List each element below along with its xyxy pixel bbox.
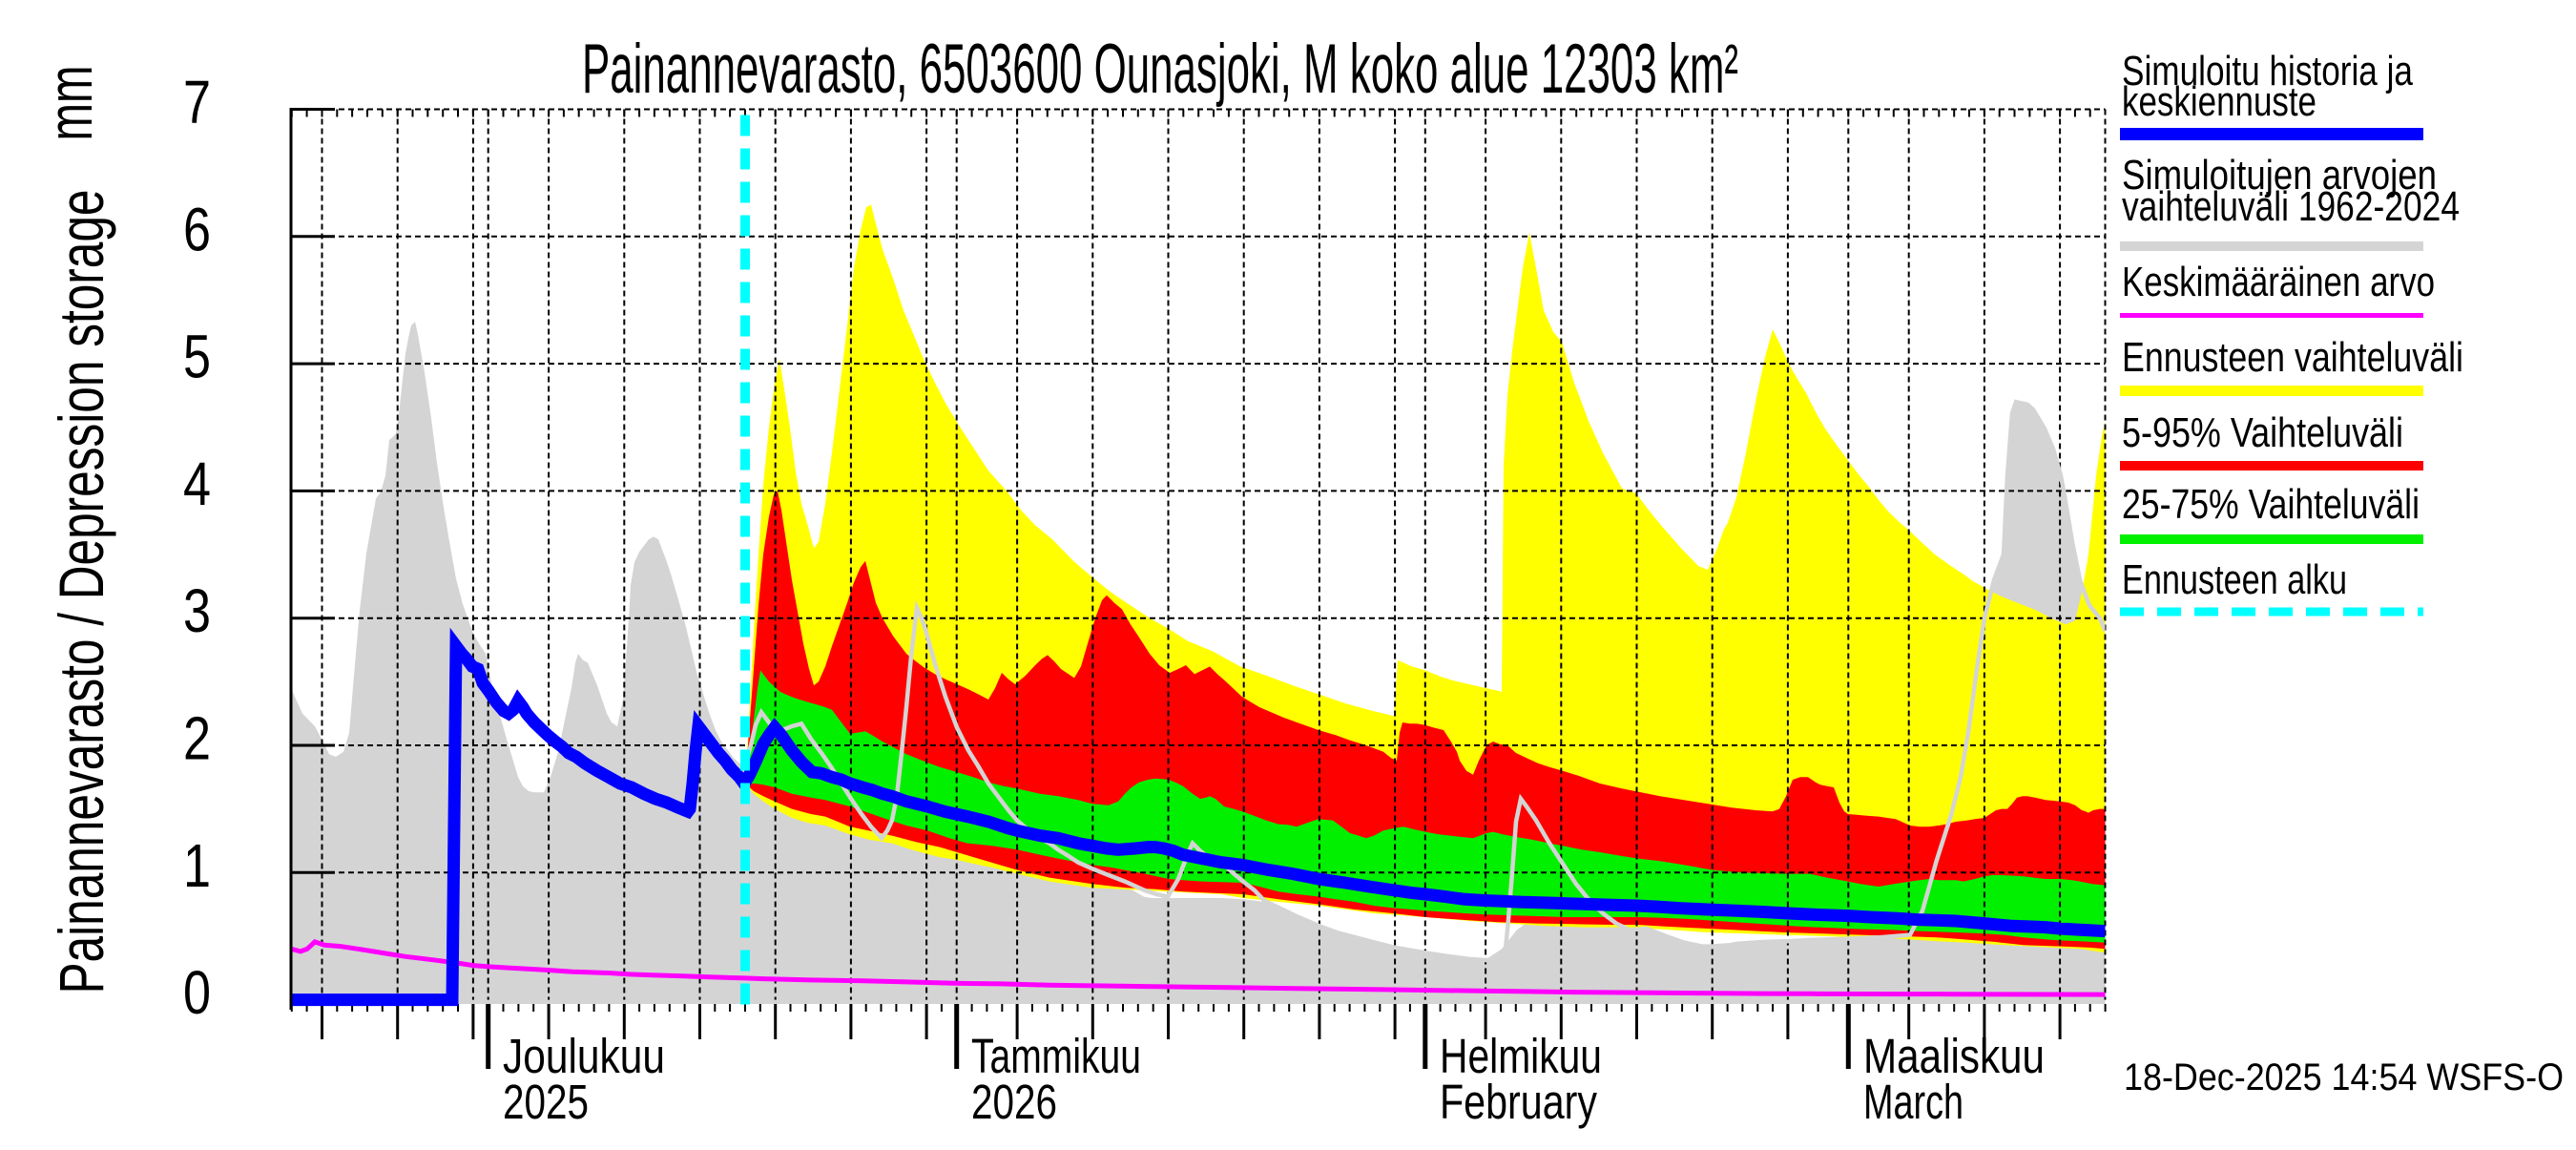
svg-text:3: 3 bbox=[183, 576, 211, 645]
svg-text:March: March bbox=[1863, 1075, 1963, 1129]
svg-text:7: 7 bbox=[183, 68, 211, 136]
svg-text:Painannevarasto / Depression s: Painannevarasto / Depression storage bbox=[46, 190, 116, 994]
svg-text:1: 1 bbox=[183, 831, 211, 900]
svg-text:25-75% Vaihteluväli: 25-75% Vaihteluväli bbox=[2122, 481, 2420, 528]
svg-text:0: 0 bbox=[183, 958, 211, 1027]
svg-text:5: 5 bbox=[183, 323, 211, 391]
svg-text:18-Dec-2025 14:54 WSFS-O: 18-Dec-2025 14:54 WSFS-O bbox=[2124, 1056, 2564, 1098]
svg-text:4: 4 bbox=[183, 450, 211, 518]
svg-text:Ennusteen alku: Ennusteen alku bbox=[2122, 556, 2347, 603]
svg-text:keskiennuste: keskiennuste bbox=[2122, 78, 2316, 125]
svg-text:2025: 2025 bbox=[503, 1075, 589, 1129]
svg-text:February: February bbox=[1440, 1075, 1597, 1129]
svg-text:Ennusteen vaihteluväli: Ennusteen vaihteluväli bbox=[2122, 334, 2463, 381]
svg-text:vaihteluväli 1962-2024: vaihteluväli 1962-2024 bbox=[2122, 183, 2460, 230]
svg-text:6: 6 bbox=[183, 195, 211, 263]
svg-text:Helmikuu: Helmikuu bbox=[1440, 1029, 1602, 1083]
svg-text:Simuloitu historia ja: Simuloitu historia ja bbox=[2122, 48, 2413, 94]
svg-text:Simuloitujen arvojen: Simuloitujen arvojen bbox=[2122, 152, 2437, 199]
svg-text:Painannevarasto, 6503600 Ounas: Painannevarasto, 6503600 Ounasjoki, M ko… bbox=[582, 31, 1738, 108]
svg-text:Tammikuu: Tammikuu bbox=[971, 1029, 1141, 1083]
svg-text:Keskimääräinen arvo: Keskimääräinen arvo bbox=[2122, 259, 2435, 305]
svg-text:Joulukuu: Joulukuu bbox=[503, 1029, 665, 1083]
svg-text:Maaliskuu: Maaliskuu bbox=[1863, 1029, 2045, 1083]
svg-text:2026: 2026 bbox=[971, 1075, 1057, 1129]
svg-text:2: 2 bbox=[183, 704, 211, 773]
svg-text:mm: mm bbox=[34, 66, 105, 141]
svg-text:5-95% Vaihteluväli: 5-95% Vaihteluväli bbox=[2122, 409, 2403, 456]
